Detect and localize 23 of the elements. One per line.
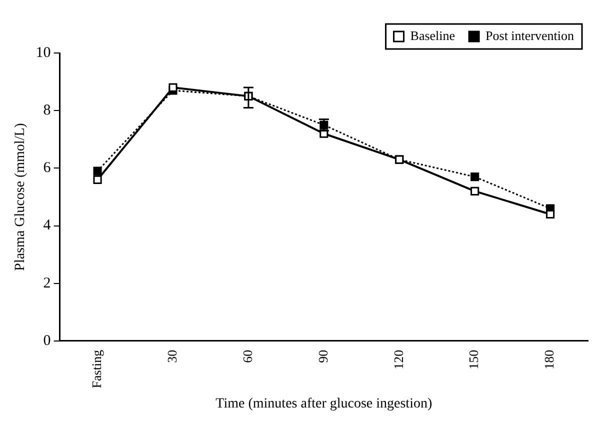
x-tick-label: Fasting (88, 349, 104, 388)
point (470, 172, 480, 182)
point (470, 186, 480, 196)
y-tick-label: 0 (43, 332, 51, 349)
x-tick-label: 120 (390, 350, 406, 370)
legend-label: Baseline (410, 28, 456, 43)
point (168, 83, 178, 92)
point (93, 166, 102, 176)
x-tick-label: 60 (240, 350, 255, 363)
y-tick-label: 6 (43, 160, 52, 176)
point (546, 210, 555, 219)
y-tick-label: 8 (43, 102, 51, 119)
x-tick-label: 150 (466, 350, 482, 370)
y-tick-label: 2 (43, 275, 51, 292)
x-axis-title: Time (minutes after glucose ingestion) (216, 396, 432, 412)
legend-label: Post intervention (486, 28, 574, 43)
x-tick-label: 30 (164, 350, 180, 363)
y-tick-label: 4 (43, 218, 52, 234)
y-axis-title: Plasma Glucose (mmol/L) (13, 122, 28, 271)
x-tick-label: 180 (542, 350, 557, 370)
y-tick-label: 10 (36, 44, 51, 61)
x-tick-label: 90 (315, 350, 330, 363)
point (93, 175, 102, 184)
